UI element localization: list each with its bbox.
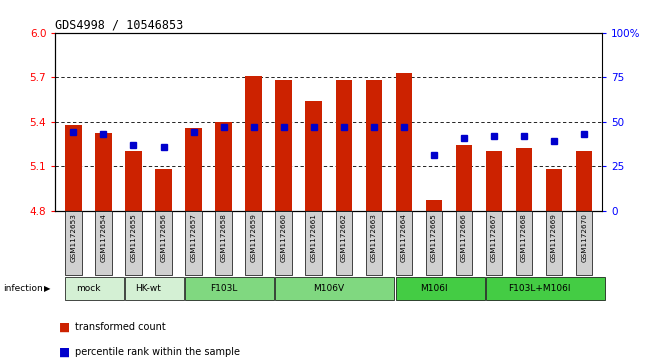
Text: F103L+M106I: F103L+M106I [508,284,570,293]
Text: GSM1172660: GSM1172660 [281,213,286,262]
Bar [275,211,292,275]
Bar [366,211,382,275]
Bar [65,277,124,300]
Text: GSM1172658: GSM1172658 [221,213,227,262]
Bar [125,151,142,211]
Bar [546,211,562,275]
Text: GSM1172667: GSM1172667 [491,213,497,262]
Bar [516,148,533,211]
Text: GSM1172668: GSM1172668 [521,213,527,262]
Text: ■: ■ [59,321,70,334]
Text: GSM1172664: GSM1172664 [401,213,407,262]
Bar [65,125,81,211]
Bar [305,101,322,211]
Bar [125,211,142,275]
Text: GSM1172665: GSM1172665 [431,213,437,262]
Text: GDS4998 / 10546853: GDS4998 / 10546853 [55,19,184,32]
Bar [546,169,562,211]
Text: GSM1172663: GSM1172663 [371,213,377,262]
Bar [516,211,533,275]
Bar [486,277,605,300]
Bar [305,211,322,275]
Bar [486,211,503,275]
Text: transformed count: transformed count [75,322,165,332]
Bar [186,211,202,275]
Text: M106I: M106I [420,284,448,293]
Text: GSM1172656: GSM1172656 [161,213,167,262]
Bar [456,145,472,211]
Bar [275,80,292,211]
Text: F103L: F103L [210,284,237,293]
Text: mock: mock [76,284,101,293]
Bar [275,277,395,300]
Bar [65,211,81,275]
Bar [245,76,262,211]
Text: HK-wt: HK-wt [135,284,161,293]
Text: GSM1172666: GSM1172666 [461,213,467,262]
Bar [396,211,412,275]
Bar [335,80,352,211]
Text: M106V: M106V [313,284,344,293]
Bar [95,211,112,275]
Bar [155,169,172,211]
Bar [366,80,382,211]
Bar [245,211,262,275]
Bar [486,151,503,211]
Bar [456,211,472,275]
Bar [155,211,172,275]
Bar [576,211,592,275]
Bar [426,211,442,275]
Bar [396,277,484,300]
Text: GSM1172661: GSM1172661 [311,213,317,262]
Bar [125,277,184,300]
Text: GSM1172655: GSM1172655 [130,213,137,262]
Text: ▶: ▶ [44,284,51,293]
Bar [186,277,274,300]
Text: GSM1172653: GSM1172653 [70,213,76,262]
Text: GSM1172657: GSM1172657 [191,213,197,262]
Text: GSM1172654: GSM1172654 [100,213,106,262]
Bar [215,211,232,275]
Bar [576,151,592,211]
Text: GSM1172669: GSM1172669 [551,213,557,262]
Bar [95,134,112,211]
Bar [426,200,442,211]
Bar [396,73,412,211]
Text: GSM1172659: GSM1172659 [251,213,256,262]
Text: infection: infection [3,284,43,293]
Text: percentile rank within the sample: percentile rank within the sample [75,347,240,358]
Text: GSM1172670: GSM1172670 [581,213,587,262]
Bar [335,211,352,275]
Bar [186,127,202,211]
Bar [215,122,232,211]
Text: GSM1172662: GSM1172662 [340,213,347,262]
Text: ■: ■ [59,346,70,359]
